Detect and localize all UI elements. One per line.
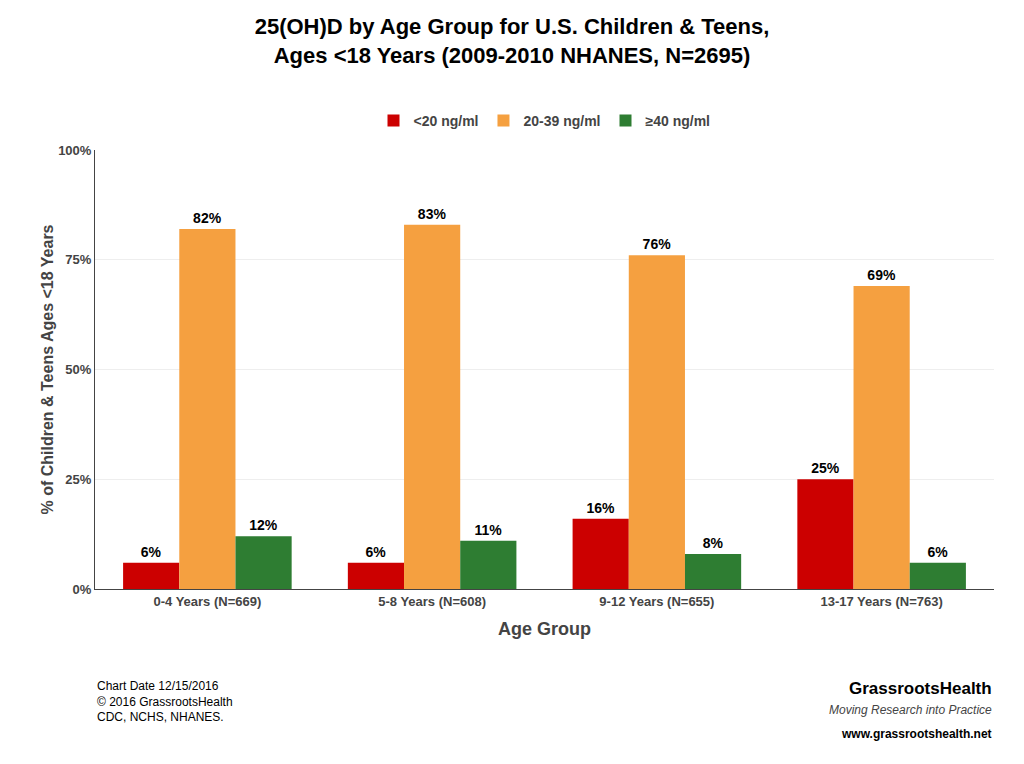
svg-text:5-8 Years (N=608): 5-8 Years (N=608)	[378, 594, 486, 609]
svg-text:20-39 ng/ml: 20-39 ng/ml	[523, 113, 600, 129]
svg-text:11%: 11%	[474, 522, 502, 538]
svg-text:25%: 25%	[811, 460, 840, 476]
svg-text:76%: 76%	[643, 236, 672, 252]
svg-text:6%: 6%	[927, 544, 948, 560]
svg-text:GrassrootsHealth: GrassrootsHealth	[849, 679, 992, 698]
svg-text:<20 ng/ml: <20 ng/ml	[414, 113, 479, 129]
svg-text:9-12 Years (N=655): 9-12 Years (N=655)	[599, 594, 714, 609]
svg-text:0%: 0%	[73, 582, 92, 597]
svg-text:83%: 83%	[418, 206, 447, 222]
svg-text:≥40 ng/ml: ≥40 ng/ml	[646, 113, 710, 129]
svg-text:12%: 12%	[249, 517, 278, 533]
svg-text:Moving Research into Practice: Moving Research into Practice	[829, 703, 992, 717]
svg-text:75%: 75%	[65, 252, 91, 267]
svg-text:Age Group: Age Group	[498, 619, 591, 639]
svg-text:13-17 Years (N=763): 13-17 Years (N=763)	[820, 594, 942, 609]
svg-text:16%: 16%	[586, 500, 615, 516]
svg-text:69%: 69%	[867, 267, 896, 283]
svg-text:www.grassrootshealth.net: www.grassrootshealth.net	[841, 727, 992, 741]
svg-text:82%: 82%	[193, 210, 222, 226]
svg-text:25(OH)D by Age Group for U.S.: 25(OH)D by Age Group for U.S. Children &…	[255, 14, 770, 68]
svg-text:6%: 6%	[141, 544, 162, 560]
svg-text:8%: 8%	[703, 535, 724, 551]
svg-text:100%: 100%	[58, 143, 92, 158]
svg-text:Chart Date 12/15/2016© 2016 Gr: Chart Date 12/15/2016© 2016 GrassrootsHe…	[97, 679, 233, 724]
svg-text:6%: 6%	[366, 544, 387, 560]
svg-text:25%: 25%	[65, 472, 91, 487]
svg-text:50%: 50%	[65, 362, 91, 377]
svg-text:0-4 Years (N=669): 0-4 Years (N=669)	[153, 594, 261, 609]
svg-text:% of Children & Teens Ages <18: % of Children & Teens Ages <18 Years	[39, 224, 56, 514]
